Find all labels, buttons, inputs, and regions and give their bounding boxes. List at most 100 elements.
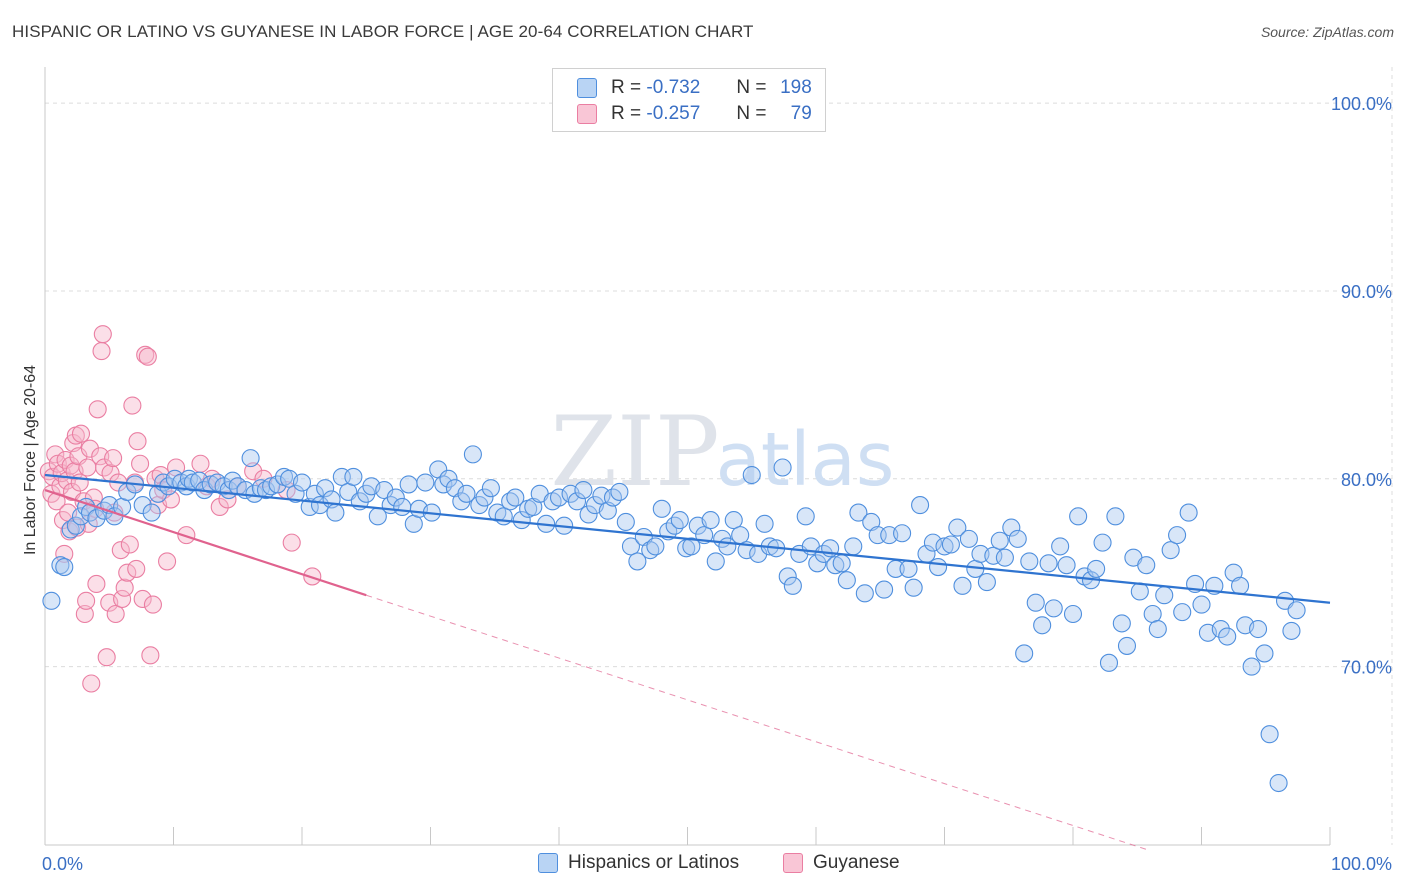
- guyanese-point: [88, 400, 107, 419]
- legend-swatch-pink: [577, 104, 597, 124]
- hispanic-point: [1260, 725, 1279, 744]
- hispanic-point: [701, 511, 720, 530]
- guyanese-point: [143, 595, 162, 614]
- hispanic-point: [670, 511, 689, 530]
- hispanic-point: [899, 559, 918, 578]
- guyanese-point: [128, 432, 147, 451]
- hispanic-point: [481, 479, 500, 498]
- legend-row-guyanese: R = -0.257 N = 79: [577, 102, 812, 126]
- legend-swatch-blue: [577, 78, 597, 98]
- hispanic-point: [1255, 644, 1274, 663]
- hispanic-point: [610, 482, 629, 501]
- guyanese-point: [93, 325, 112, 344]
- hispanic-point: [1015, 644, 1034, 663]
- guyanese-point: [104, 449, 123, 468]
- legend-r-label: R =: [611, 77, 642, 98]
- hispanic-point: [731, 526, 750, 545]
- hispanic-point: [1069, 507, 1088, 526]
- hispanic-point: [1192, 595, 1211, 614]
- hispanic-point: [911, 496, 930, 515]
- hispanic-point: [959, 529, 978, 548]
- guyanese-point: [80, 439, 100, 458]
- guyanese-trend-line: [44, 489, 367, 597]
- hispanic-point: [1218, 627, 1237, 646]
- guyanese-point: [120, 535, 139, 554]
- hispanic-point: [1026, 593, 1045, 612]
- hispanic-points: [42, 445, 1306, 793]
- y-tick-label: 100.0%: [1331, 94, 1392, 114]
- watermark-atlas: atlas: [716, 417, 895, 503]
- y-axis-label: In Labor Force | Age 20-64: [22, 365, 39, 555]
- hispanic-point: [621, 537, 641, 556]
- legend-item-guyanese[interactable]: Guyanese: [783, 852, 900, 874]
- hispanic-point: [935, 537, 954, 556]
- hispanic-point: [1099, 653, 1119, 672]
- chart-title: HISPANIC OR LATINO VS GUYANESE IN LABOR …: [12, 22, 754, 41]
- guyanese-point: [123, 396, 142, 415]
- guyanese-point: [244, 462, 263, 481]
- hispanic-point: [1093, 533, 1112, 552]
- hispanic-point: [579, 505, 598, 524]
- hispanic-trend-line: [44, 473, 1331, 604]
- hispanic-point: [1033, 616, 1052, 635]
- guyanese-point: [115, 578, 134, 597]
- hispanic-point: [990, 531, 1009, 550]
- hispanic-point: [1211, 619, 1230, 639]
- hispanic-point: [628, 552, 647, 571]
- hispanic-point: [512, 511, 531, 530]
- hispanic-point: [190, 471, 209, 490]
- hispanic-point: [977, 573, 996, 592]
- hispanic-point: [241, 449, 260, 468]
- watermark-zip: ZIP: [550, 396, 719, 508]
- guyanese-point: [82, 674, 101, 693]
- hispanic-point: [1168, 526, 1187, 545]
- guyanese-point: [282, 533, 301, 552]
- hispanic-point: [665, 516, 684, 535]
- hispanic-point: [286, 484, 305, 503]
- guyanese-point: [92, 342, 111, 361]
- hispanic-point: [783, 576, 802, 595]
- hispanic-point: [893, 524, 912, 543]
- legend-r-value: -0.257: [646, 103, 701, 124]
- hispanic-point: [953, 576, 972, 595]
- hispanic-point: [1161, 541, 1180, 560]
- guyanese-point: [118, 563, 137, 582]
- guyanese-point: [97, 648, 116, 667]
- hispanic-point: [344, 467, 363, 486]
- legend-row-hispanic: R = -0.732 N = 198: [577, 76, 812, 100]
- y-tick-label: 90.0%: [1341, 282, 1392, 302]
- hispanic-point: [652, 499, 671, 518]
- hispanic-point: [1117, 636, 1137, 655]
- guyanese-point: [87, 574, 106, 594]
- hispanic-point: [844, 537, 863, 556]
- hispanic-point: [445, 479, 464, 498]
- series-legend: Hispanics or Latinos Guyanese: [0, 852, 1406, 878]
- hispanic-point: [1148, 619, 1167, 639]
- guyanese-point: [77, 591, 96, 610]
- legend-n-label: N =: [736, 77, 767, 98]
- hispanic-point: [1039, 554, 1058, 573]
- guyanese-point: [141, 646, 160, 665]
- hispanic-point: [948, 518, 967, 537]
- guyanese-point: [71, 424, 91, 443]
- guyanese-point: [55, 544, 74, 563]
- hispanic-point: [755, 514, 774, 533]
- hispanic-point: [941, 535, 960, 554]
- hispanic-point: [1269, 773, 1288, 793]
- tick-labels: 70.0% 80.0% 90.0% 100.0% 0.0% 100.0%: [42, 94, 1392, 874]
- hispanic-point: [796, 507, 815, 526]
- guyanese-point: [131, 454, 150, 473]
- hispanic-point: [326, 503, 345, 522]
- hispanic-point: [463, 445, 482, 464]
- watermark: ZIP atlas: [550, 396, 894, 508]
- hispanic-point: [855, 584, 874, 603]
- hispanic-point: [706, 552, 725, 571]
- hispanic-point: [1051, 537, 1070, 556]
- legend-item-hispanic[interactable]: Hispanics or Latinos: [538, 852, 739, 874]
- hispanic-point: [1173, 603, 1192, 622]
- hispanic-point: [268, 475, 287, 494]
- guyanese-point: [158, 552, 177, 571]
- y-tick-label: 80.0%: [1341, 470, 1392, 490]
- guyanese-point: [136, 345, 155, 364]
